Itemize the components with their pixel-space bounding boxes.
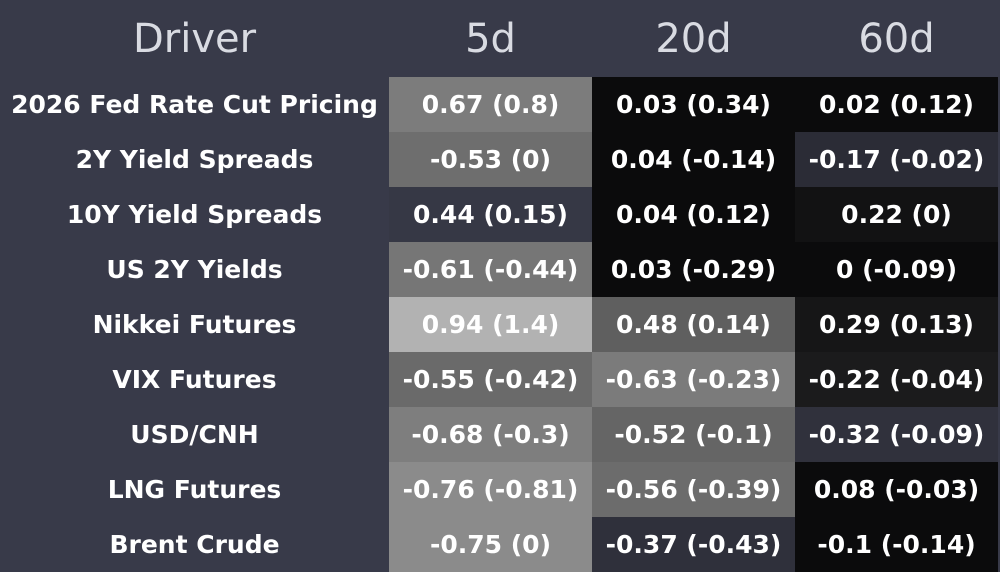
heat-cell: -0.17 (-0.02) xyxy=(795,132,998,187)
driver-label: VIX Futures xyxy=(112,365,277,394)
driver-label: LNG Futures xyxy=(107,475,282,504)
heat-cell: -0.63 (-0.23) xyxy=(592,352,795,407)
heat-cell: -0.76 (-0.81) xyxy=(389,462,592,517)
heat-cell: 0.03 (0.34) xyxy=(592,77,795,132)
heat-cell: 0.44 (0.15) xyxy=(389,187,592,242)
heat-cell: 0.94 (1.4) xyxy=(389,297,592,352)
heat-cell: -0.68 (-0.3) xyxy=(389,407,592,462)
table-body: 2026 Fed Rate Cut Pricing 0.67 (0.8) 0.03 … xyxy=(0,77,998,572)
driver-label: Nikkei Futures xyxy=(92,310,297,339)
table-row: Nikkei Futures 0.94 (1.4) 0.48 (0.14) 0.29 … xyxy=(0,297,998,352)
driver-label: USD/CNH xyxy=(130,420,259,449)
heat-cell: 0.22 (0) xyxy=(795,187,998,242)
heat-cell: 0.02 (0.12) xyxy=(795,77,998,132)
heat-cell: 0.29 (0.13) xyxy=(795,297,998,352)
heat-cell: 0.04 (0.12) xyxy=(592,187,795,242)
table-row: USD/CNH -0.68 (-0.3) -0.52 (-0.1) -0.32 (-0… xyxy=(0,407,998,462)
heat-cell: 0 (-0.09) xyxy=(795,242,998,297)
column-header-60d: 60d xyxy=(858,15,935,62)
table-row: Brent Crude -0.75 (0) -0.37 (-0.43) -0.1 (-… xyxy=(0,517,998,572)
column-header-20d: 20d xyxy=(655,15,732,62)
heat-cell: -0.52 (-0.1) xyxy=(592,407,795,462)
heat-cell: -0.61 (-0.44) xyxy=(389,242,592,297)
heat-cell: -0.56 (-0.39) xyxy=(592,462,795,517)
table-row: VIX Futures -0.55 (-0.42) -0.63 (-0.23) -0.… xyxy=(0,352,998,407)
table-row: 2026 Fed Rate Cut Pricing 0.67 (0.8) 0.03 … xyxy=(0,77,998,132)
heat-cell: -0.22 (-0.04) xyxy=(795,352,998,407)
heat-cell: -0.55 (-0.42) xyxy=(389,352,592,407)
driver-label: 2Y Yield Spreads xyxy=(75,145,314,174)
table-row: 10Y Yield Spreads 0.44 (0.15) 0.04 (0.12) 0… xyxy=(0,187,998,242)
header-row: Driver 5d 20d 60d xyxy=(0,0,998,77)
column-header-5d: 5d xyxy=(465,15,516,62)
driver-label: 2026 Fed Rate Cut Pricing xyxy=(11,90,378,119)
heat-cell: 0.08 (-0.03) xyxy=(795,462,998,517)
heat-cell: 0.67 (0.8) xyxy=(389,77,592,132)
heat-cell: 0.03 (-0.29) xyxy=(592,242,795,297)
heat-cell: 0.48 (0.14) xyxy=(592,297,795,352)
table-row: US 2Y Yields -0.61 (-0.44) 0.03 (-0.29) 0 (… xyxy=(0,242,998,297)
heat-cell: 0.04 (-0.14) xyxy=(592,132,795,187)
heat-cell: -0.32 (-0.09) xyxy=(795,407,998,462)
table-row: 2Y Yield Spreads -0.53 (0) 0.04 (-0.14) -0.… xyxy=(0,132,998,187)
heat-cell: -0.53 (0) xyxy=(389,132,592,187)
heat-cell: -0.75 (0) xyxy=(389,517,592,572)
column-header-driver: Driver xyxy=(132,15,257,62)
heat-cell: -0.1 (-0.14) xyxy=(795,517,998,572)
heat-cell: -0.37 (-0.43) xyxy=(592,517,795,572)
driver-label: 10Y Yield Spreads xyxy=(66,200,323,229)
driver-label: US 2Y Yields xyxy=(106,255,283,284)
driver-label: Brent Crude xyxy=(109,530,280,559)
table-row: LNG Futures -0.76 (-0.81) -0.56 (-0.39) 0.0… xyxy=(0,462,998,517)
